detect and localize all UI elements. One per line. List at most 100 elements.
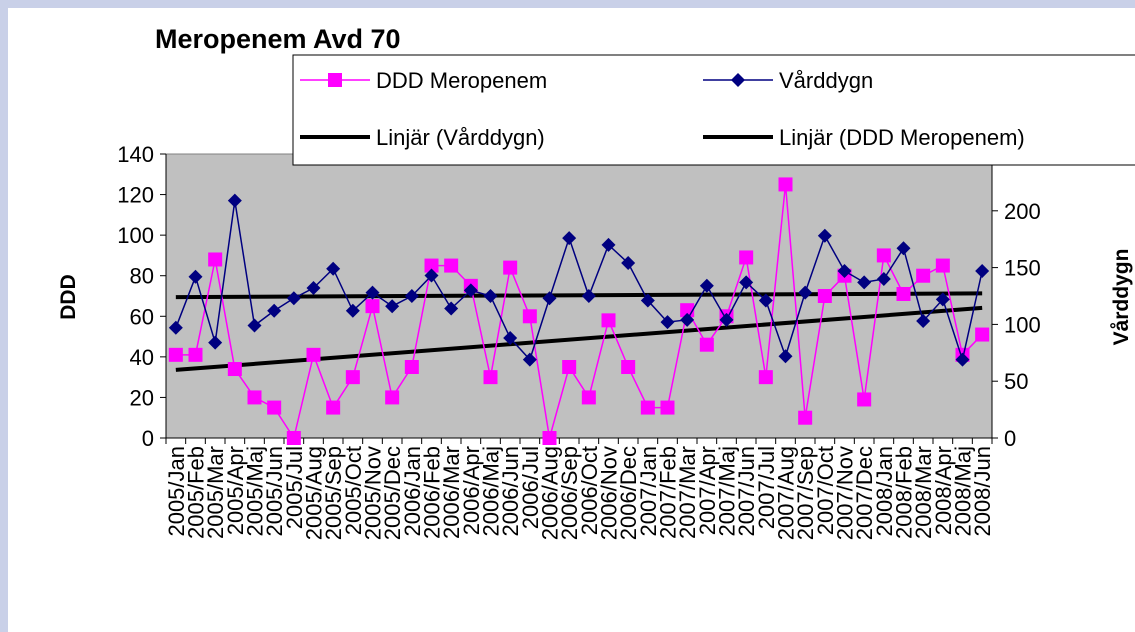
x-tick-label: 2005/Mar bbox=[203, 446, 228, 539]
x-tick-label: 2007/Jun bbox=[734, 446, 759, 537]
x-tick-label: 2007/Aug bbox=[774, 446, 799, 540]
marker bbox=[876, 271, 891, 286]
y-tick-label: 120 bbox=[117, 183, 154, 208]
marker bbox=[739, 275, 754, 290]
marker bbox=[621, 360, 636, 374]
x-tick-label: 2007/Maj bbox=[715, 446, 740, 537]
marker bbox=[365, 299, 380, 314]
marker bbox=[778, 177, 793, 192]
legend-label: Linjär (DDD Meropenem) bbox=[779, 125, 1025, 150]
marker bbox=[444, 301, 459, 316]
marker bbox=[660, 315, 675, 330]
x-tick-label: 2007/Oct bbox=[813, 446, 838, 535]
marker bbox=[837, 264, 852, 279]
marker bbox=[208, 335, 223, 350]
marker bbox=[227, 362, 242, 377]
y2-tick-label: 0 bbox=[1004, 426, 1016, 451]
marker bbox=[542, 291, 557, 306]
series-line bbox=[175, 184, 983, 440]
marker bbox=[601, 313, 616, 328]
marker bbox=[326, 261, 341, 276]
x-tick-label: 2005/Feb bbox=[184, 446, 209, 539]
x-tick-label: 2006/Dec bbox=[616, 446, 641, 540]
y2-tick-label: 200 bbox=[1004, 199, 1041, 224]
marker bbox=[188, 347, 203, 362]
x-tick-label: 2007/Dec bbox=[852, 446, 877, 540]
legend-label: Linjär (Vårddygn) bbox=[376, 125, 545, 150]
marker bbox=[699, 337, 714, 352]
marker bbox=[286, 431, 301, 445]
marker bbox=[975, 264, 990, 279]
x-tick-label: 2006/Maj bbox=[479, 446, 504, 537]
marker bbox=[975, 327, 990, 342]
legend-marker bbox=[328, 73, 342, 87]
marker bbox=[444, 258, 459, 273]
y-tick-label: 0 bbox=[142, 426, 154, 451]
x-tick-label: 2008/Mar bbox=[911, 446, 936, 539]
marker bbox=[817, 289, 832, 303]
marker bbox=[876, 248, 891, 263]
marker bbox=[188, 269, 203, 284]
x-tick-label: 2005/Aug bbox=[302, 446, 327, 540]
x-tick-label: 2008/Jan bbox=[872, 446, 897, 537]
marker bbox=[365, 285, 380, 300]
marker bbox=[326, 400, 341, 415]
marker bbox=[581, 390, 596, 405]
marker bbox=[286, 291, 301, 306]
x-tick-label: 2005/Nov bbox=[361, 446, 386, 540]
marker bbox=[345, 370, 360, 385]
x-tick-label: 2007/Feb bbox=[656, 446, 681, 539]
marker bbox=[857, 392, 872, 407]
marker bbox=[483, 370, 498, 385]
marker bbox=[463, 283, 478, 298]
marker bbox=[935, 258, 950, 273]
legend-marker bbox=[731, 73, 745, 87]
marker bbox=[758, 293, 773, 308]
marker bbox=[857, 275, 872, 290]
x-tick-label: 2008/Maj bbox=[951, 446, 976, 537]
marker bbox=[719, 312, 734, 327]
y-axis-title: DDD bbox=[57, 274, 80, 320]
marker bbox=[699, 278, 714, 293]
x-tick-label: 2006/Jan bbox=[400, 446, 425, 537]
y2-tick-label: 100 bbox=[1004, 312, 1041, 337]
x-tick-label: 2005/Jan bbox=[164, 446, 189, 537]
marker bbox=[916, 268, 931, 283]
marker bbox=[562, 231, 577, 246]
marker bbox=[168, 347, 183, 362]
marker bbox=[483, 289, 498, 303]
x-tick-label: 2006/Aug bbox=[538, 446, 563, 540]
y-tick-label: 140 bbox=[117, 142, 154, 167]
marker bbox=[778, 349, 793, 364]
marker bbox=[798, 410, 813, 425]
x-tick-label: 2006/Apr bbox=[459, 446, 484, 535]
x-tick-label: 2008/Apr bbox=[931, 446, 956, 535]
marker bbox=[208, 252, 223, 267]
x-tick-label: 2005/Sep bbox=[321, 446, 346, 540]
legend-label: DDD Meropenem bbox=[376, 68, 547, 93]
x-tick-label: 2007/Nov bbox=[833, 446, 858, 540]
x-tick-label: 2006/Feb bbox=[420, 446, 445, 539]
marker bbox=[385, 390, 400, 405]
legend bbox=[292, 54, 1135, 166]
marker bbox=[424, 268, 439, 283]
x-tick-label: 2007/Apr bbox=[695, 446, 720, 535]
marker bbox=[739, 250, 754, 265]
marker bbox=[562, 360, 577, 374]
y2-tick-label: 150 bbox=[1004, 256, 1041, 281]
marker bbox=[817, 228, 832, 243]
marker bbox=[522, 309, 537, 324]
x-tick-label: 2006/Nov bbox=[597, 446, 622, 540]
x-tick-label: 2005/Apr bbox=[223, 446, 248, 535]
x-tick-label: 2006/Oct bbox=[577, 446, 602, 535]
marker bbox=[955, 352, 970, 367]
marker bbox=[227, 193, 242, 208]
y-tick-label: 40 bbox=[130, 345, 154, 370]
marker bbox=[247, 318, 262, 333]
marker bbox=[247, 390, 262, 405]
marker bbox=[306, 347, 321, 362]
x-tick-label: 2006/Jun bbox=[498, 446, 523, 537]
marker bbox=[404, 289, 419, 303]
